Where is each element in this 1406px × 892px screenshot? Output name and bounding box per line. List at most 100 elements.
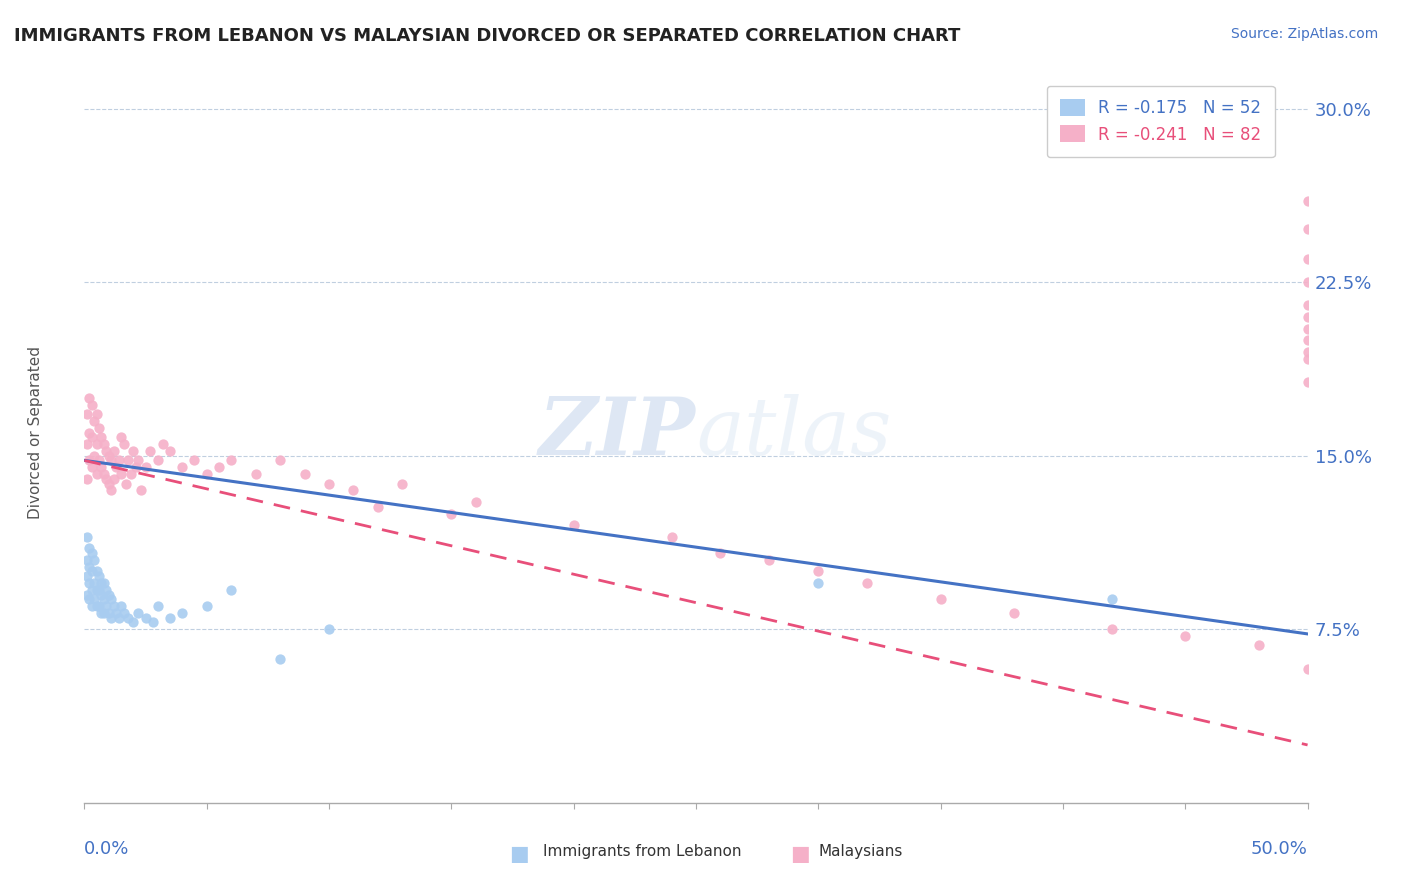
Point — [100, 592, 122, 607]
Point — [117, 453, 139, 467]
Point — [100, 610, 122, 624]
Point — [90, 430, 112, 444]
Point — [80, 599, 103, 614]
Point — [90, 588, 112, 602]
Point — [83, 414, 105, 428]
Text: ■: ■ — [509, 844, 529, 863]
Point — [183, 453, 205, 467]
Point — [105, 606, 128, 620]
Point — [93, 606, 115, 620]
Text: Divorced or Separated: Divorced or Separated — [28, 346, 44, 519]
Point — [97, 476, 120, 491]
Point — [87, 599, 110, 614]
Point — [87, 453, 110, 467]
Point — [77, 453, 100, 467]
Point — [807, 576, 830, 591]
Point — [208, 460, 231, 475]
Point — [112, 606, 135, 620]
Point — [103, 444, 125, 458]
Text: 0.0%: 0.0% — [84, 840, 129, 858]
Text: ■: ■ — [790, 844, 810, 863]
Point — [1296, 194, 1319, 209]
Point — [77, 559, 100, 574]
Point — [135, 460, 157, 475]
Point — [1002, 606, 1025, 620]
Point — [97, 449, 120, 463]
Point — [76, 437, 98, 451]
Point — [93, 576, 115, 591]
Point — [1296, 351, 1319, 366]
Point — [110, 430, 132, 444]
Point — [172, 460, 194, 475]
Point — [159, 610, 181, 624]
Point — [96, 599, 118, 614]
Point — [97, 588, 120, 602]
Text: Immigrants from Lebanon: Immigrants from Lebanon — [543, 844, 741, 858]
Point — [146, 453, 169, 467]
Point — [107, 453, 129, 467]
Point — [86, 582, 108, 597]
Point — [77, 592, 100, 607]
Point — [90, 606, 112, 620]
Text: Source: ZipAtlas.com: Source: ZipAtlas.com — [1230, 27, 1378, 41]
Point — [269, 652, 291, 666]
Point — [115, 476, 138, 491]
Point — [122, 444, 145, 458]
Point — [100, 483, 122, 498]
Point — [76, 553, 98, 567]
Point — [96, 444, 118, 458]
Point — [77, 576, 100, 591]
Point — [80, 460, 103, 475]
Point — [1296, 298, 1319, 312]
Point — [97, 606, 120, 620]
Point — [1296, 222, 1319, 236]
Point — [1296, 275, 1319, 289]
Point — [391, 476, 413, 491]
Point — [758, 553, 780, 567]
Point — [562, 518, 585, 533]
Point — [120, 467, 142, 482]
Point — [1296, 310, 1319, 324]
Point — [86, 407, 108, 421]
Point — [464, 495, 486, 509]
Point — [1296, 252, 1319, 266]
Point — [110, 599, 132, 614]
Point — [269, 453, 291, 467]
Point — [929, 592, 952, 607]
Point — [93, 467, 115, 482]
Point — [195, 467, 218, 482]
Point — [83, 592, 105, 607]
Point — [709, 546, 731, 560]
Point — [1101, 592, 1123, 607]
Point — [77, 541, 100, 556]
Point — [807, 565, 830, 579]
Point — [139, 444, 162, 458]
Point — [87, 569, 110, 583]
Point — [107, 610, 129, 624]
Point — [146, 599, 169, 614]
Point — [93, 437, 115, 451]
Point — [96, 472, 118, 486]
Point — [122, 615, 145, 630]
Text: atlas: atlas — [696, 394, 891, 471]
Point — [127, 606, 149, 620]
Point — [440, 507, 463, 521]
Point — [318, 622, 340, 636]
Point — [110, 467, 132, 482]
Point — [294, 467, 316, 482]
Point — [1101, 622, 1123, 636]
Text: IMMIGRANTS FROM LEBANON VS MALAYSIAN DIVORCED OR SEPARATED CORRELATION CHART: IMMIGRANTS FROM LEBANON VS MALAYSIAN DIV… — [14, 27, 960, 45]
Point — [129, 483, 152, 498]
Point — [125, 460, 148, 475]
Point — [90, 576, 112, 591]
Point — [856, 576, 879, 591]
Point — [195, 599, 218, 614]
Point — [1296, 662, 1319, 676]
Point — [142, 615, 165, 630]
Point — [1296, 321, 1319, 335]
Point — [245, 467, 267, 482]
Point — [112, 437, 135, 451]
Point — [83, 449, 105, 463]
Point — [80, 398, 103, 412]
Point — [76, 472, 98, 486]
